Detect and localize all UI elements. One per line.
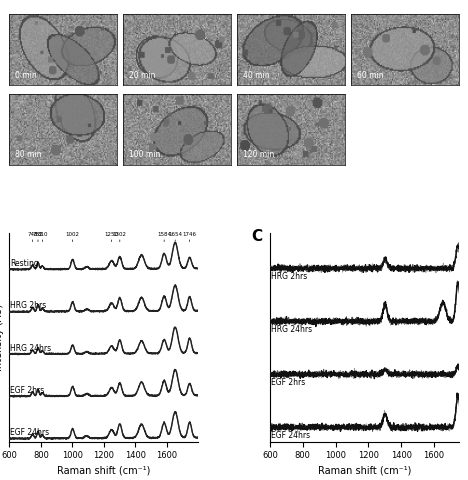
Text: 0 min: 0 min <box>15 71 37 80</box>
Text: 80 min: 80 min <box>15 150 41 159</box>
Text: 100 min: 100 min <box>129 150 160 159</box>
Text: C: C <box>251 228 262 243</box>
Text: 1654: 1654 <box>168 232 182 241</box>
Text: A: A <box>14 19 26 34</box>
Text: Resting: Resting <box>10 259 39 268</box>
Text: EGF 24hrs: EGF 24hrs <box>10 428 49 437</box>
Text: 810: 810 <box>37 232 48 241</box>
Text: 1302: 1302 <box>113 232 127 241</box>
Text: HRG 2hrs: HRG 2hrs <box>271 273 307 281</box>
Text: 1584: 1584 <box>157 232 171 241</box>
Text: HRG 2hrs: HRG 2hrs <box>10 301 46 310</box>
Text: 748: 748 <box>28 232 38 241</box>
Text: EGF 2hrs: EGF 2hrs <box>10 386 44 395</box>
Text: 120 min: 120 min <box>242 150 274 159</box>
Y-axis label: Intensity (AU): Intensity (AU) <box>0 303 4 371</box>
X-axis label: Raman shift (cm⁻¹): Raman shift (cm⁻¹) <box>318 466 411 476</box>
Text: 40 min: 40 min <box>242 71 269 80</box>
Text: 782: 782 <box>33 232 43 241</box>
X-axis label: Raman shift (cm⁻¹): Raman shift (cm⁻¹) <box>57 466 150 476</box>
Text: EGF 2hrs: EGF 2hrs <box>271 378 305 387</box>
Text: 20 min: 20 min <box>129 71 155 80</box>
Text: 1250: 1250 <box>105 232 118 241</box>
Text: EGF 24hrs: EGF 24hrs <box>271 432 310 440</box>
Text: 1002: 1002 <box>66 232 80 241</box>
Text: 1746: 1746 <box>183 232 197 241</box>
Text: HRG 24hrs: HRG 24hrs <box>271 325 312 335</box>
Text: 60 min: 60 min <box>357 71 383 80</box>
Text: HRG 24hrs: HRG 24hrs <box>10 344 51 352</box>
